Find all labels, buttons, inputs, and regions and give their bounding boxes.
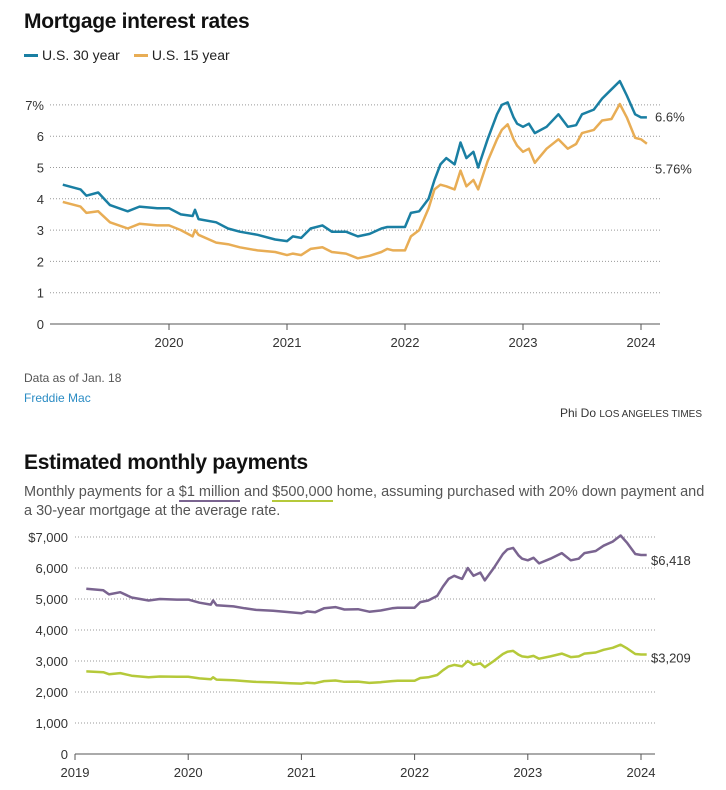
y-tick-label: 3,000 [35, 654, 68, 669]
credit-org: LOS ANGELES TIMES [599, 409, 702, 420]
legend-item-30yr: U.S. 30 year [24, 47, 120, 63]
y-tick-label: 4 [37, 192, 44, 207]
series-line [62, 102, 648, 260]
y-tick-label: 0 [37, 317, 44, 332]
source-link[interactable]: Freddie Mac [24, 391, 91, 405]
subtitle-text: home, assuming purchased with 20% down p… [24, 484, 705, 519]
x-tick-label: 2021 [287, 765, 316, 780]
y-tick-label: 2,000 [35, 685, 68, 700]
subtitle-text: Monthly payments for a [24, 484, 179, 500]
y-tick-label: 1,000 [35, 716, 68, 731]
rates-legend: U.S. 30 year U.S. 15 year [24, 47, 230, 63]
x-tick-label: 2020 [174, 765, 203, 780]
subtitle-text: and [240, 484, 273, 500]
data-date-note: Data as of Jan. 18 [24, 371, 122, 385]
series-line [86, 534, 647, 615]
legend-swatch [133, 53, 148, 57]
payments-subtitle: Monthly payments for a $1 million and $5… [24, 483, 714, 521]
y-tick-label: 1 [37, 286, 44, 301]
subtitle-1m-highlight: $1 million [178, 484, 240, 502]
rates-title: Mortgage interest rates [24, 10, 250, 33]
subtitle-500k-highlight: $500,000 [272, 484, 333, 502]
y-tick-label: 3 [37, 223, 44, 238]
y-tick-label: 6,000 [35, 561, 68, 576]
end-value-label: 5.76% [655, 162, 692, 177]
y-tick-label: 5 [37, 161, 44, 176]
x-tick-label: 2023 [513, 765, 542, 780]
legend-item-15yr: U.S. 15 year [133, 47, 230, 63]
y-tick-label: 0 [61, 747, 68, 762]
y-tick-label: 5,000 [35, 592, 68, 607]
end-value-label: $3,209 [651, 651, 691, 666]
legend-label: U.S. 15 year [151, 47, 230, 63]
payments-title: Estimated monthly payments [24, 451, 308, 474]
credit-name: Phi Do [559, 406, 597, 420]
series-line [86, 643, 647, 685]
legend-swatch [24, 53, 38, 57]
legend-label: U.S. 30 year [42, 47, 120, 63]
x-tick-label: 2022 [391, 335, 420, 350]
y-tick-label: $7,000 [28, 530, 68, 545]
y-tick-label: 7% [25, 98, 44, 113]
credit: Phi Do LOS ANGELES TIMES [560, 406, 702, 420]
x-tick-label: 2024 [627, 765, 656, 780]
x-tick-label: 2024 [627, 335, 656, 350]
series-line [62, 79, 647, 243]
y-tick-label: 4,000 [35, 623, 68, 638]
x-tick-label: 2022 [400, 765, 429, 780]
x-tick-label: 2023 [509, 335, 538, 350]
x-tick-label: 2019 [61, 765, 90, 780]
y-tick-label: 6 [37, 129, 44, 144]
y-tick-label: 2 [37, 254, 44, 269]
x-tick-label: 2021 [273, 335, 302, 350]
end-value-label: 6.6% [655, 109, 685, 124]
end-value-label: $6,418 [651, 553, 691, 568]
x-tick-label: 2020 [155, 335, 184, 350]
